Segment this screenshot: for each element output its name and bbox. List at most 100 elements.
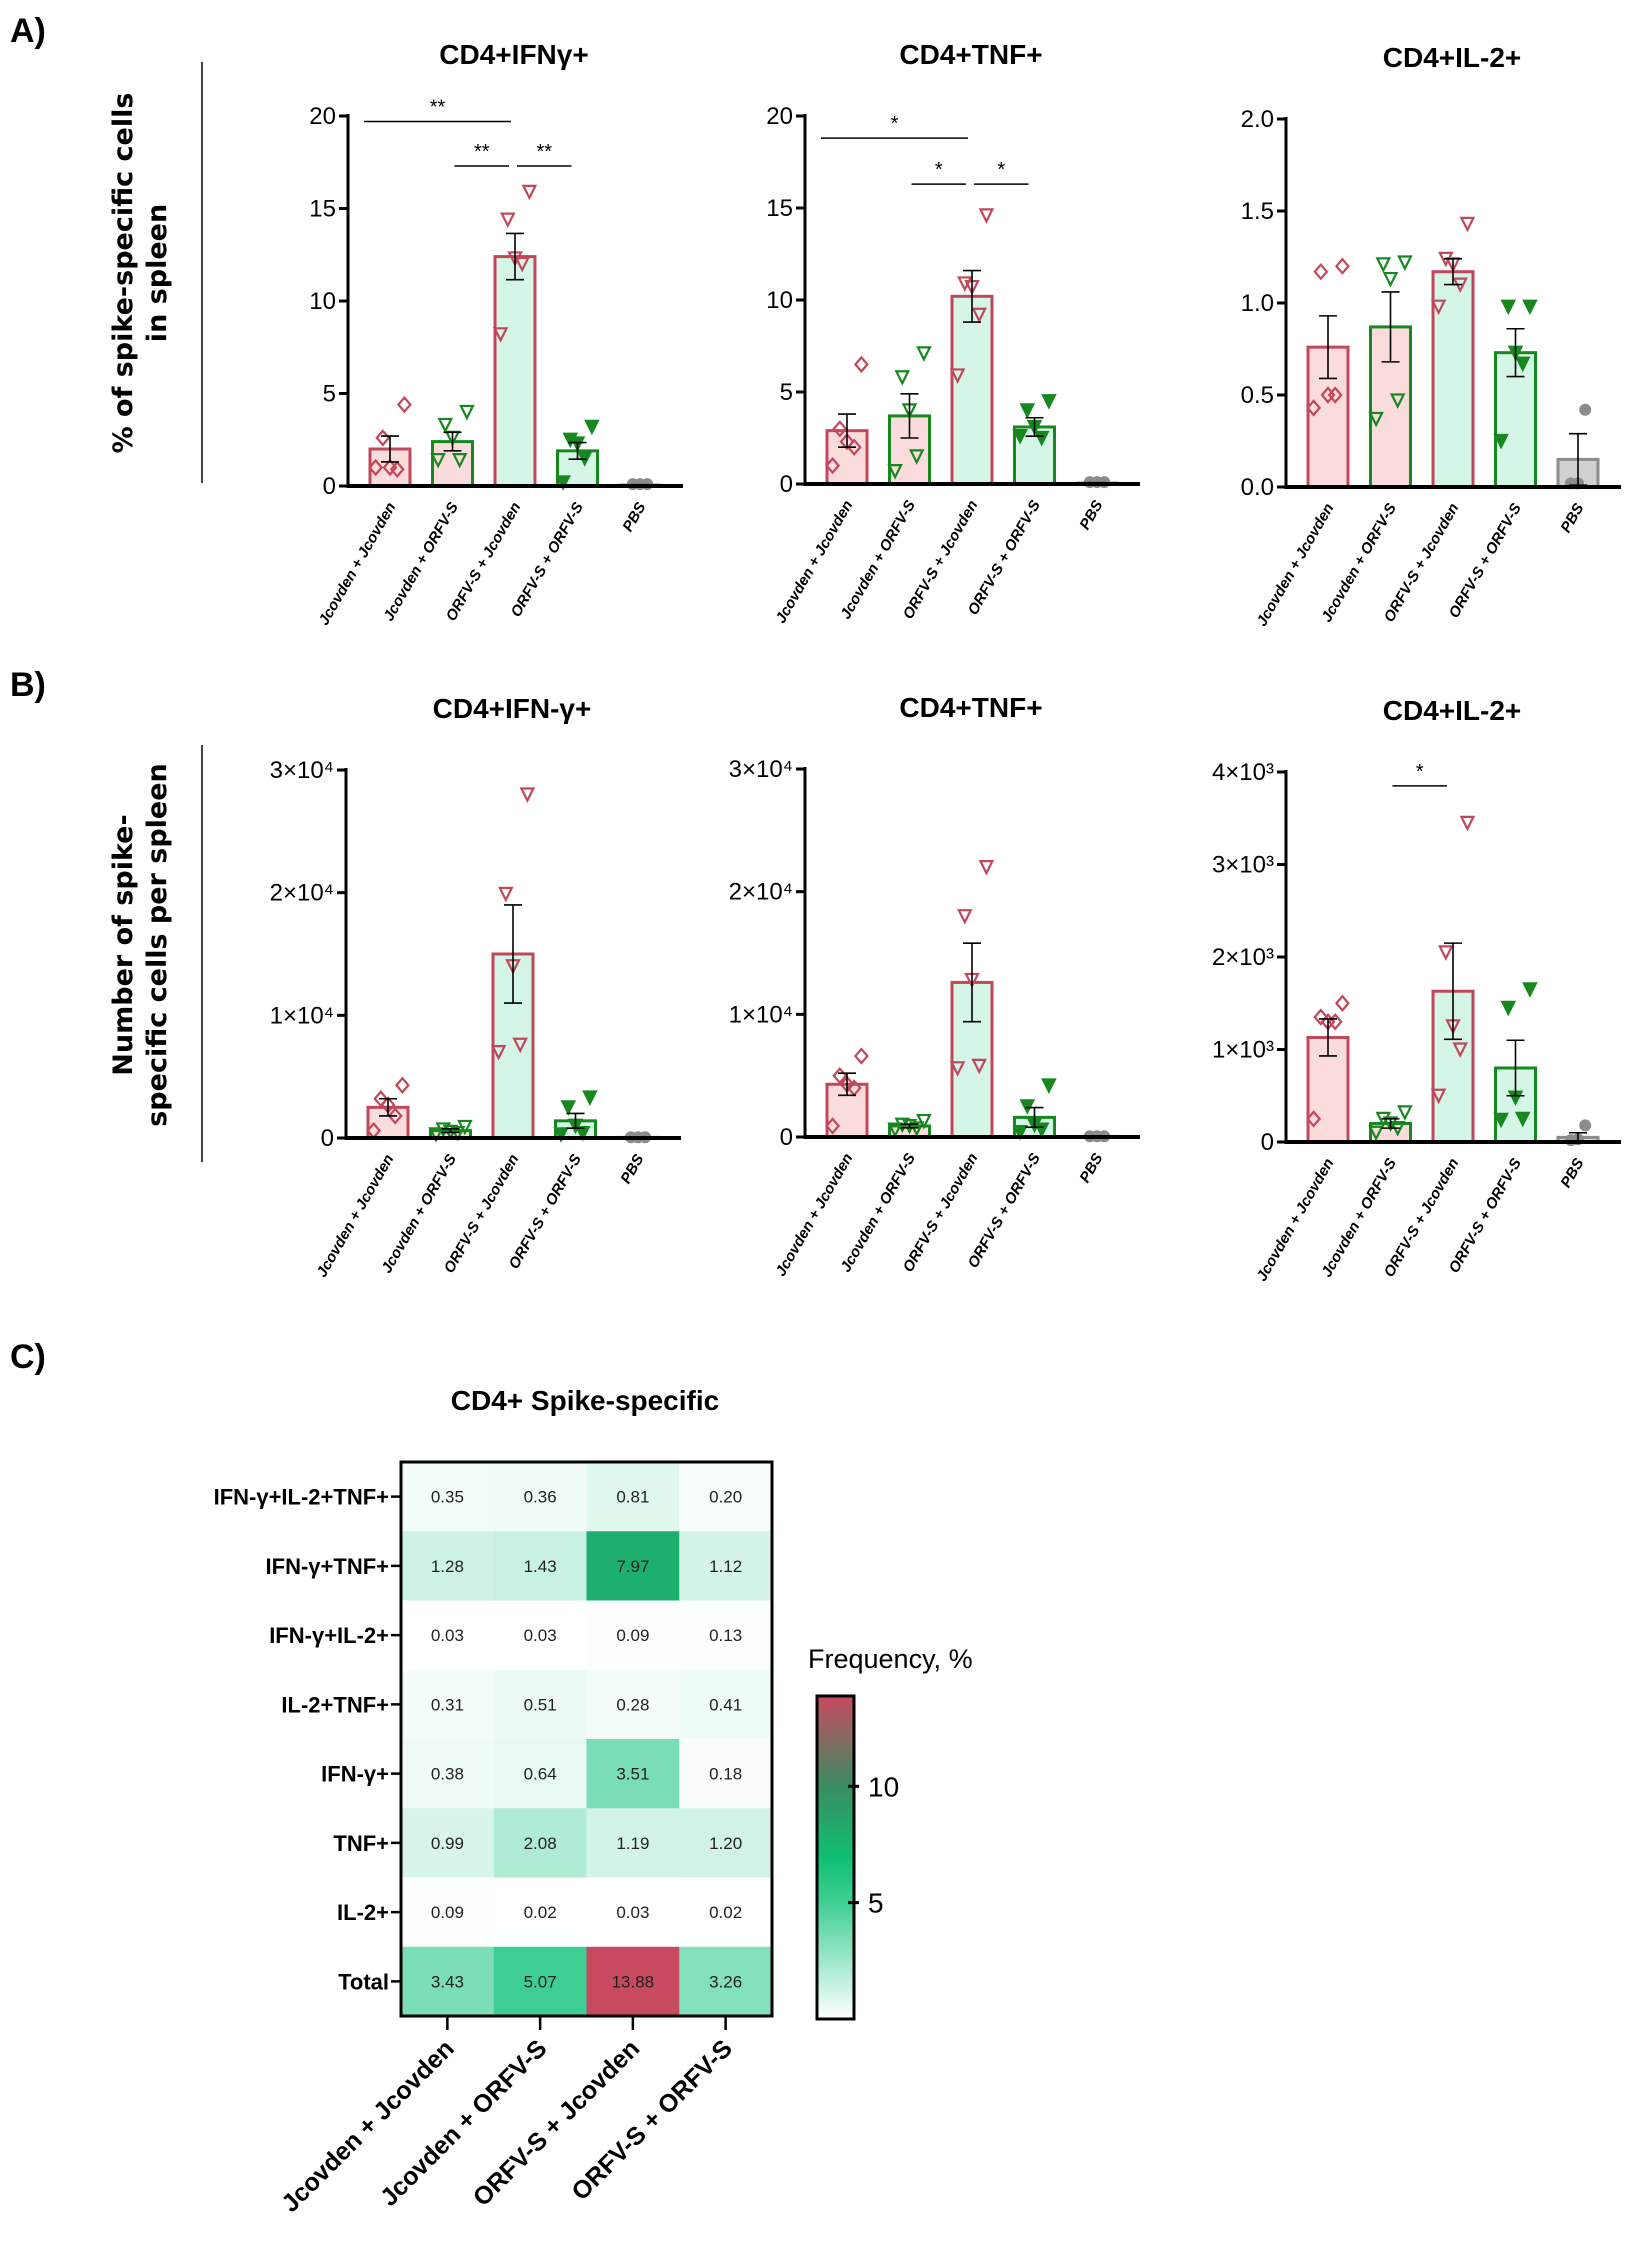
error-bar (566, 1112, 585, 1129)
y-tick-label: 2.0 (1241, 106, 1274, 133)
cell-value: 0.09 (616, 1626, 649, 1645)
bar (1431, 270, 1475, 489)
y-tick-label: 5 (780, 379, 793, 406)
cell-value: 1.28 (431, 1557, 464, 1576)
data-point (560, 1100, 577, 1116)
cell-value: 0.18 (709, 1765, 742, 1784)
heatmap-cell: 0.09 (401, 1877, 495, 1948)
data-point (437, 417, 454, 434)
data-point (916, 1113, 932, 1130)
heatmap-cell: 0.18 (679, 1739, 773, 1809)
cell-value: 7.97 (616, 1557, 649, 1576)
chart-title: CD4+TNF+ (899, 692, 1042, 723)
data-point (519, 787, 536, 803)
significance-bracket: * (974, 159, 1029, 185)
heatmap: CD4+ Spike-specific 0.35 0.36 0.81 0.20 IFN-γ… (214, 1385, 973, 2218)
data-point (451, 453, 468, 469)
cell-value: 0.09 (431, 1903, 464, 1922)
heatmap-cell: 5.07 (493, 1946, 587, 2017)
data-point (1313, 1008, 1329, 1026)
ylabel-line1: Number of spike- (108, 814, 139, 1075)
significance-bracket: * (821, 113, 968, 139)
heatmap-cell: 0.09 (586, 1600, 680, 1671)
cell-value: 0.36 (524, 1488, 557, 1507)
significance-bracket: ** (517, 141, 572, 167)
y-tick-label: 2×10⁴ (729, 879, 793, 906)
data-point (582, 1090, 598, 1106)
colorbar-tick-label: 5 (868, 1888, 884, 1919)
data-point (1012, 1124, 1028, 1141)
data-point (498, 886, 514, 903)
heatmap-cell: 1.43 (493, 1531, 587, 1601)
cell-value: 0.81 (616, 1488, 649, 1507)
heatmap-cell: 0.35 (401, 1462, 495, 1532)
data-point (1313, 263, 1329, 281)
bar (493, 255, 537, 488)
data-point (396, 395, 412, 414)
x-tick-label: ORFV-S + ORFV-S (965, 1151, 1044, 1272)
significance-label: ** (474, 141, 490, 163)
data-point (1514, 1111, 1531, 1128)
data-point (839, 432, 855, 451)
ylabel-line1: % of spike-specific cells (108, 93, 139, 454)
x-tick-label: PBS (619, 500, 649, 535)
heatmap-cell: 1.12 (679, 1531, 773, 1601)
heatmap-cell: 0.51 (493, 1669, 587, 1740)
data-point (1019, 403, 1036, 419)
heatmap-cell: 0.64 (493, 1739, 587, 1809)
data-point (428, 1127, 444, 1143)
heatmap-cell: 3.43 (401, 1946, 495, 2017)
data-point (1430, 1088, 1447, 1105)
data-point (373, 1090, 389, 1108)
chart-title: CD4+IL-2+ (1383, 42, 1522, 73)
data-point (512, 1037, 528, 1054)
data-point (825, 1117, 841, 1135)
error-bar (900, 1123, 919, 1129)
cell-value: 1.12 (709, 1557, 742, 1576)
chart-title: CD4+TNF+ (899, 39, 1042, 70)
heatmap-cell: 0.81 (586, 1462, 680, 1532)
panel-b-label: B) (10, 666, 46, 704)
y-tick-label: 15 (309, 196, 336, 223)
data-point (389, 460, 405, 479)
significance-label: ** (430, 97, 446, 119)
y-tick-label: 20 (766, 103, 793, 130)
heatmap-cell: 0.03 (493, 1600, 587, 1671)
panel-a-ylabel: % of spike-specific cells in spleen (108, 62, 203, 483)
y-tick-label: 20 (309, 103, 336, 130)
row-label: Total (338, 1969, 389, 1994)
data-point (1500, 1000, 1517, 1017)
y-tick-label: 1×10⁴ (270, 1002, 334, 1029)
significance-bracket: ** (454, 141, 509, 167)
data-point (949, 1061, 966, 1077)
ylabel-line2: specific cells per spleen (142, 763, 173, 1127)
data-point (1459, 216, 1476, 233)
row-label: TNF+ (333, 1831, 389, 1856)
heatmap-cell: 1.19 (586, 1808, 680, 1878)
data-point (971, 1058, 987, 1075)
cell-value: 0.51 (524, 1695, 557, 1714)
cell-value: 0.20 (709, 1488, 742, 1507)
cell-value: 0.38 (431, 1765, 464, 1784)
y-tick-label: 0 (780, 471, 793, 498)
data-point (971, 307, 987, 324)
heatmap-cell: 0.03 (401, 1600, 495, 1671)
heatmap-cell: 0.41 (679, 1669, 773, 1740)
data-point (576, 451, 593, 467)
row-label: IL-2+TNF+ (281, 1692, 389, 1717)
column-label: Jcovden + ORFV-S (375, 2034, 552, 2211)
row-label: IFN-γ+TNF+ (266, 1554, 389, 1579)
data-point (978, 208, 995, 224)
panel-c-label: C) (10, 1338, 46, 1376)
column-label: Jcovden + Jcovden (276, 2034, 459, 2217)
significance-label: * (891, 113, 899, 135)
data-point (1019, 1099, 1036, 1115)
y-tick-label: 2×10³ (1212, 944, 1274, 971)
data-point (949, 368, 966, 384)
heatmap-cell: 3.26 (679, 1946, 773, 2017)
heatmap-title: CD4+ Spike-specific (451, 1385, 719, 1416)
error-bar (963, 942, 981, 1023)
data-point (832, 420, 848, 438)
